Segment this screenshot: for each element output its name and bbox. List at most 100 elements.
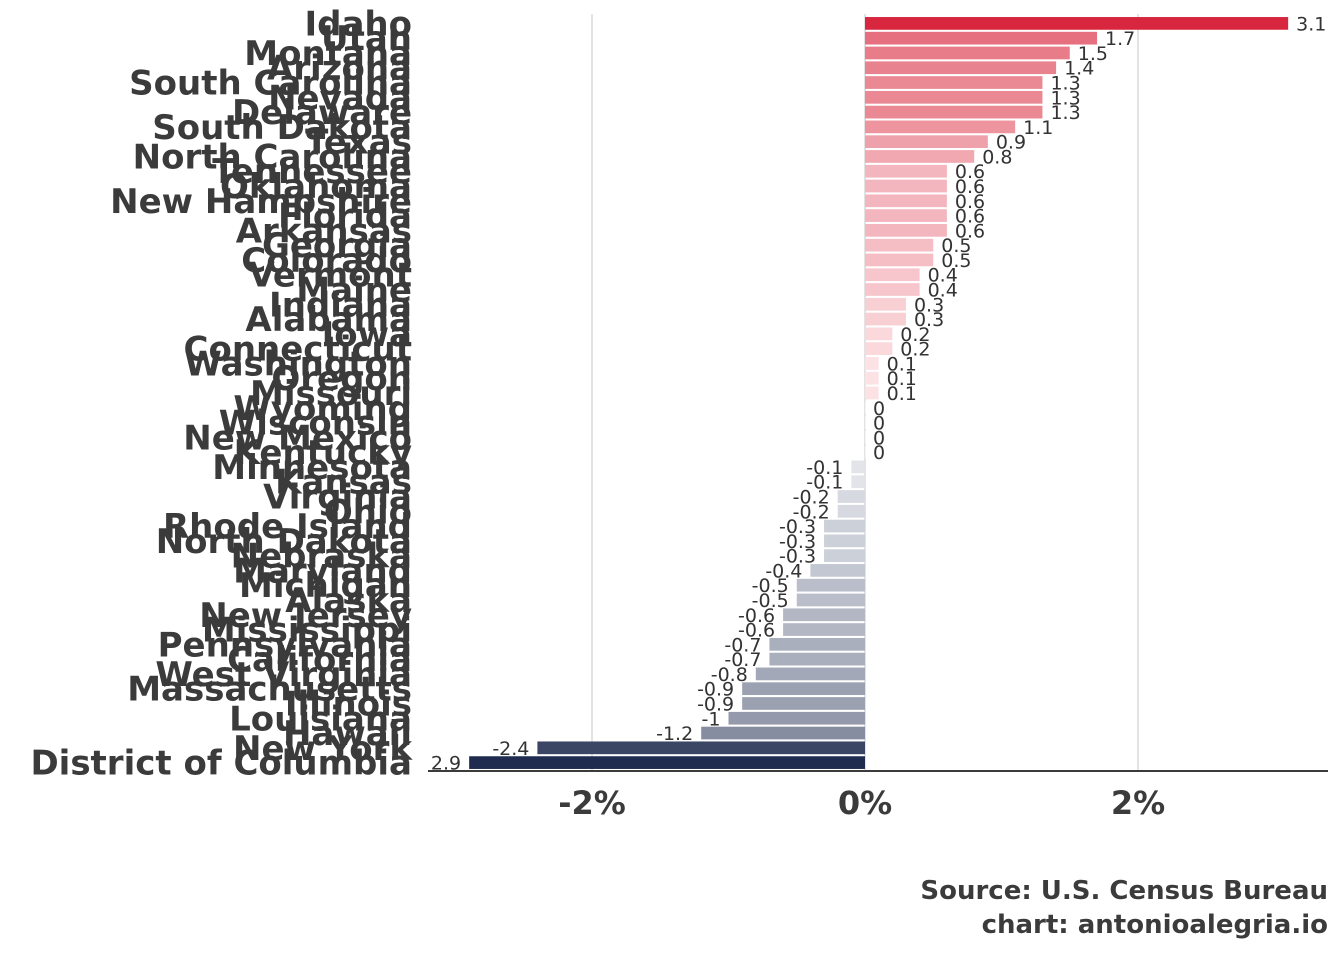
value-label: 1.3 xyxy=(1050,87,1080,109)
category-label: Kentucky xyxy=(234,433,412,473)
bar xyxy=(824,534,865,548)
category-label: Minnesota xyxy=(212,448,412,488)
value-label: -0.2 xyxy=(793,501,830,523)
category-label: Ohio xyxy=(324,492,412,532)
value-label: 3.1 xyxy=(1296,13,1326,35)
value-label: 0.5 xyxy=(941,235,971,257)
value-labels: 3.11.71.51.41.31.31.31.10.90.80.60.60.60… xyxy=(431,13,1326,774)
value-label: 0 xyxy=(873,442,885,464)
category-label: Nevada xyxy=(268,78,412,118)
bar xyxy=(742,697,865,710)
x-tick-labels: -2% 0% 2% xyxy=(558,784,1165,822)
category-label: Michigan xyxy=(239,566,412,606)
bar xyxy=(865,445,866,459)
value-label: 1.5 xyxy=(1078,43,1108,65)
bar xyxy=(537,741,865,755)
category-label: Kansas xyxy=(275,463,412,503)
category-label: Hawaii xyxy=(283,714,412,754)
category-label: Idaho xyxy=(305,4,413,44)
bar xyxy=(796,578,865,592)
value-label: 0 xyxy=(873,413,885,435)
value-label: 0.1 xyxy=(887,368,917,390)
bar xyxy=(769,652,865,666)
bar xyxy=(865,268,920,282)
category-label: District of Columbia xyxy=(30,744,412,784)
category-label: Nebraska xyxy=(231,537,412,577)
bar xyxy=(865,401,866,415)
value-label: -0.9 xyxy=(697,693,734,715)
category-label: Wyoming xyxy=(233,389,412,429)
category-label: Alaska xyxy=(285,581,412,621)
bar xyxy=(865,371,879,385)
category-label: South Dakota xyxy=(152,108,412,148)
category-label: Washington xyxy=(184,344,412,384)
value-label: -0.5 xyxy=(752,590,789,612)
category-label: Wisconsin xyxy=(219,404,412,444)
category-label: California xyxy=(227,640,412,680)
bar xyxy=(865,31,1098,45)
bar xyxy=(865,105,1043,119)
value-label: 0.6 xyxy=(955,206,985,228)
bar xyxy=(810,564,865,577)
value-label: 0.4 xyxy=(928,280,958,302)
value-label: -0.7 xyxy=(724,649,761,671)
bar xyxy=(865,76,1043,89)
bar xyxy=(865,194,947,208)
x-tick-label: -2% xyxy=(558,784,626,822)
value-label: 0.4 xyxy=(928,265,958,287)
bar xyxy=(796,593,865,607)
category-label: Oklahoma xyxy=(220,167,412,207)
value-label: -0.5 xyxy=(752,575,789,597)
category-label: Arizona xyxy=(267,49,412,89)
bar xyxy=(865,90,1043,104)
value-label: 0 xyxy=(873,427,885,449)
bar xyxy=(865,61,1057,75)
bar xyxy=(865,386,879,400)
bar xyxy=(851,460,865,474)
value-label: 1.3 xyxy=(1050,73,1080,95)
bar xyxy=(865,416,866,429)
bar xyxy=(865,312,906,326)
bar xyxy=(824,549,865,562)
bar xyxy=(728,711,865,725)
value-label: -0.4 xyxy=(765,560,802,582)
category-label: Utah xyxy=(321,19,412,59)
bar xyxy=(865,430,866,444)
value-label: 1.3 xyxy=(1050,102,1080,124)
value-label: -0.3 xyxy=(779,531,816,553)
category-label: Montana xyxy=(244,34,412,74)
bar xyxy=(865,150,975,163)
category-label: Maine xyxy=(296,271,412,311)
category-label: Pennsylvania xyxy=(158,625,412,665)
value-label: -0.6 xyxy=(738,605,775,627)
x-tick-label: 2% xyxy=(1111,784,1165,822)
value-label: 0.1 xyxy=(887,353,917,375)
value-label: -1.2 xyxy=(656,723,693,745)
bar xyxy=(701,726,865,740)
category-label: Maryland xyxy=(233,551,412,591)
value-label: 0.2 xyxy=(900,324,930,346)
value-label: 0.5 xyxy=(941,250,971,272)
bar xyxy=(865,297,906,311)
category-label: Missouri xyxy=(250,374,412,414)
value-label: 0.6 xyxy=(955,191,985,213)
bar xyxy=(783,623,865,636)
value-label: 0.6 xyxy=(955,161,985,183)
value-label: 0.1 xyxy=(887,383,917,405)
category-label: Indiana xyxy=(269,285,412,325)
value-label: 0.3 xyxy=(914,294,944,316)
bar xyxy=(865,120,1016,134)
category-label: North Dakota xyxy=(156,522,412,562)
value-label: 0.2 xyxy=(900,339,930,361)
bar xyxy=(865,17,1289,30)
category-label: Vermont xyxy=(248,256,412,296)
bar xyxy=(851,475,865,489)
value-label: 1.4 xyxy=(1064,58,1094,80)
category-label: Arkansas xyxy=(236,211,412,251)
bar xyxy=(865,135,988,149)
category-label: Mississippi xyxy=(202,611,412,651)
category-label: New York xyxy=(233,729,413,769)
bars xyxy=(469,17,1289,769)
category-label: New Mexico xyxy=(183,418,412,458)
value-label: -0.3 xyxy=(779,516,816,538)
